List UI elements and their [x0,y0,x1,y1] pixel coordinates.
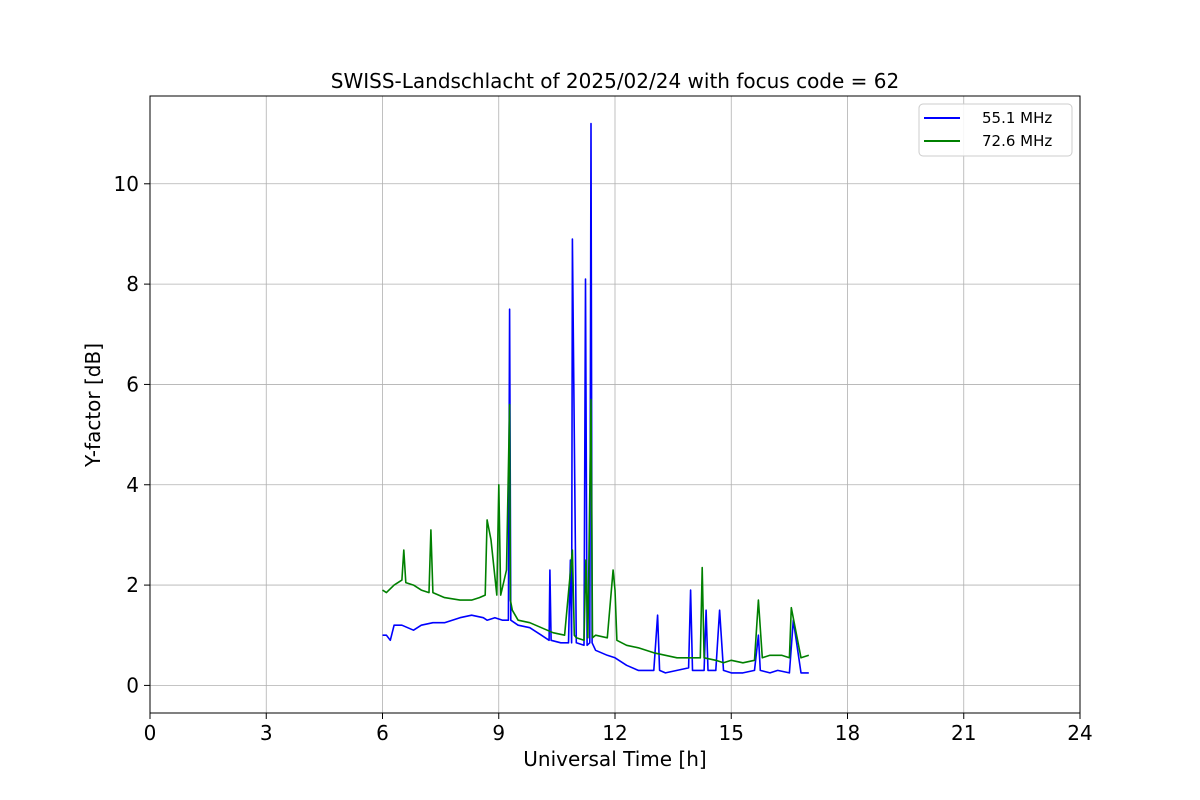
y-axis-label: Y-factor [dB] [81,343,105,468]
x-tick-label: 9 [492,721,505,745]
series-line-55-1-mhz [382,122,809,674]
x-tick-label: 3 [260,721,273,745]
y-tick-label: 10 [114,172,139,196]
y-tick-label: 4 [126,473,139,497]
legend-label-72-6-mhz: 72.6 MHz [982,132,1052,150]
x-tick-label: 15 [719,721,744,745]
y-tick-label: 8 [126,272,139,296]
series-layer [382,122,810,674]
x-axis-label: Universal Time [h] [523,747,706,771]
y-tick-label: 6 [126,372,139,396]
legend-label-55-1-mhz: 55.1 MHz [982,109,1052,127]
chart-title: SWISS-Landschlacht of 2025/02/24 with fo… [331,69,899,93]
x-tick-label: 6 [376,721,389,745]
y-tick-label: 2 [126,573,139,597]
legend: 55.1 MHz 72.6 MHz [918,103,1073,157]
x-tick-label: 24 [1067,721,1092,745]
y-tick-label: 0 [126,673,139,697]
series-line-72-6-mhz [382,398,810,664]
x-tick-label: 0 [144,721,157,745]
x-tick-label: 18 [835,721,860,745]
x-tick-label: 12 [602,721,627,745]
x-tick-label: 21 [951,721,976,745]
